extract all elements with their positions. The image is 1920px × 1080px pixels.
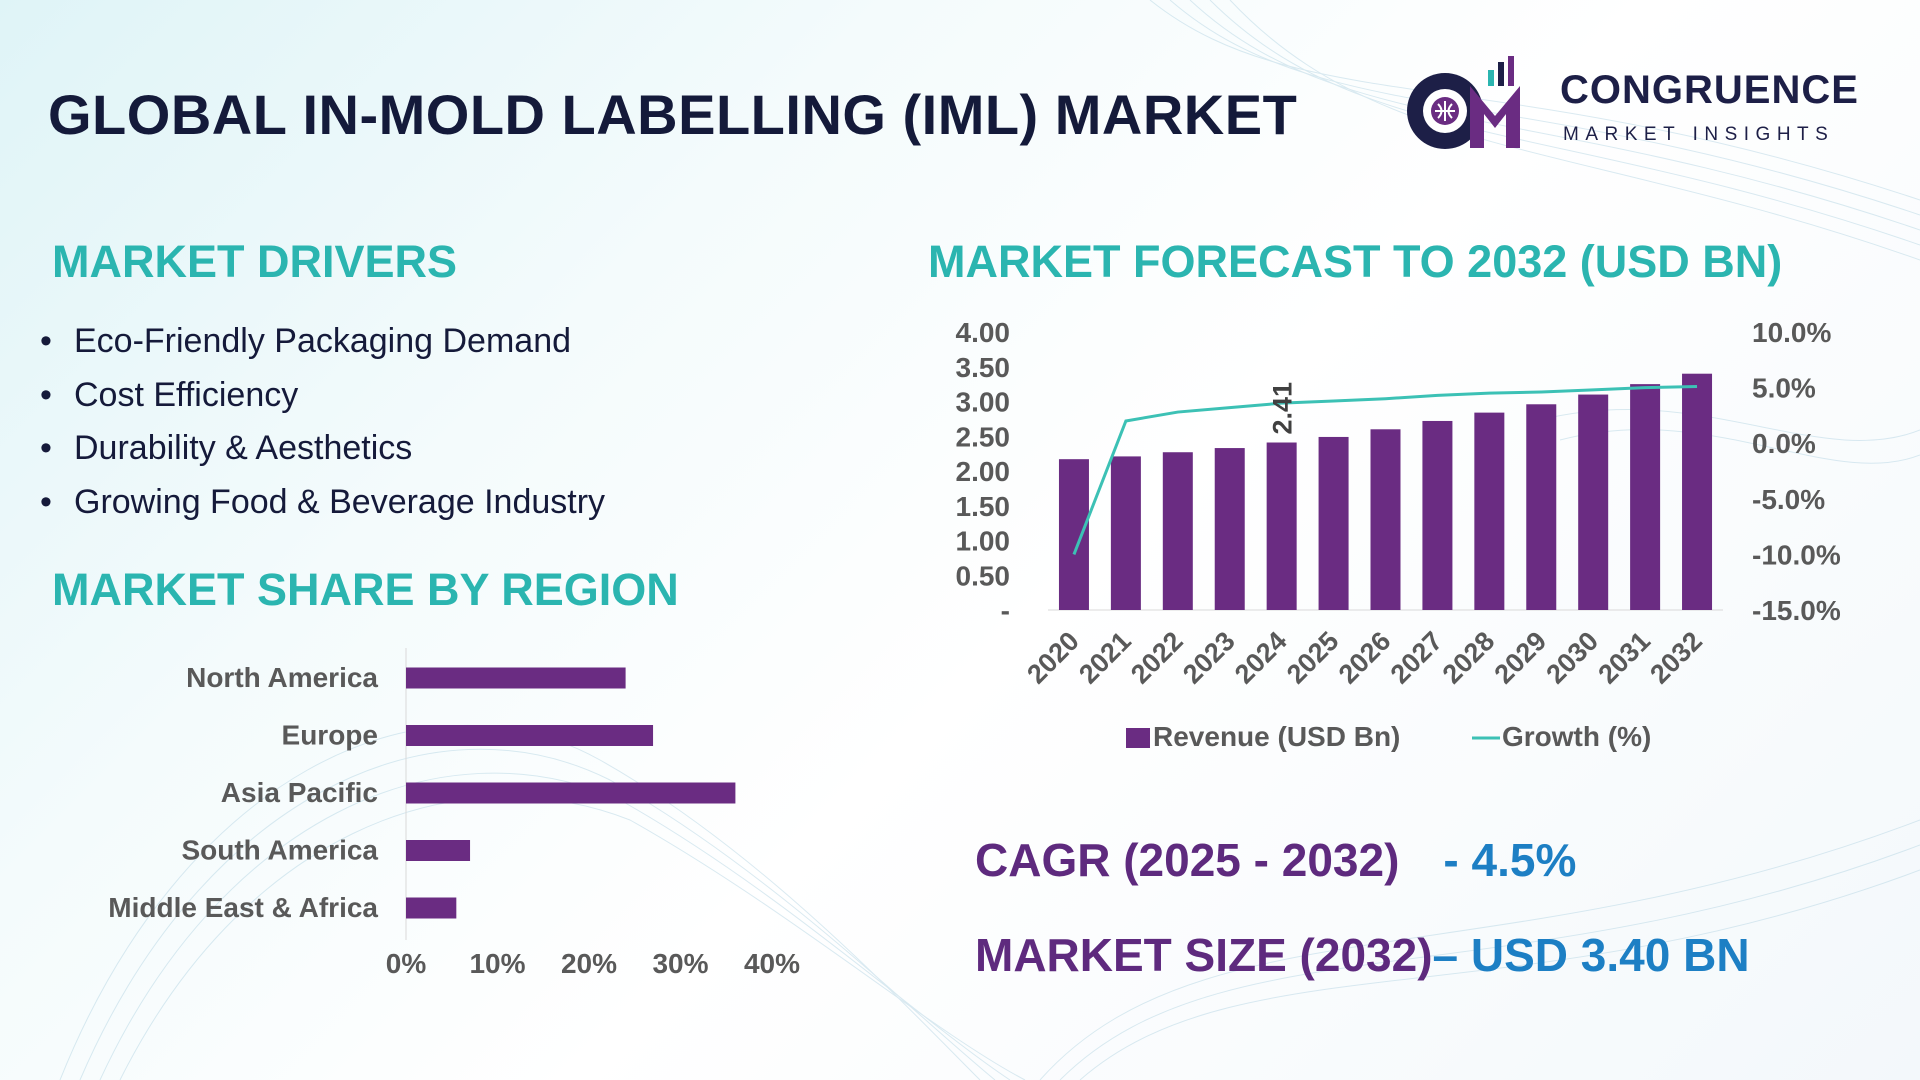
year-tick: 2031 (1592, 626, 1656, 690)
market-size-kpi: MARKET SIZE (2032)– USD 3.40 BN (975, 928, 1750, 982)
market-size-value: – USD 3.40 BN (1432, 929, 1750, 981)
year-tick: 2029 (1489, 626, 1553, 690)
left-y-tick: 0.50 (956, 560, 1011, 591)
region-label: Asia Pacific (221, 777, 378, 808)
year-tick: 2027 (1385, 626, 1449, 690)
logo-mark-icon (1407, 56, 1520, 149)
drivers-list: • Eco-Friendly Packaging Demand • Cost Eff… (40, 322, 605, 536)
revenue-bar (1578, 394, 1609, 610)
revenue-bar (1110, 456, 1141, 610)
right-y-tick: 0.0% (1752, 428, 1816, 459)
year-tick: 2025 (1281, 626, 1345, 690)
page-title: GLOBAL IN-MOLD LABELLING (IML) MARKET (48, 83, 1298, 146)
year-tick: 2030 (1540, 626, 1604, 690)
logo-name: CONGRUENCE (1560, 68, 1859, 112)
cagr-label: CAGR (2025 - 2032) (975, 834, 1400, 886)
region-label: Europe (282, 720, 378, 751)
left-y-tick: 2.00 (956, 456, 1011, 487)
driver-item: • Eco-Friendly Packaging Demand (40, 322, 572, 360)
revenue-bar (1318, 436, 1349, 610)
revenue-bar (1630, 384, 1661, 610)
market-drivers-heading: MARKET DRIVERS (52, 236, 458, 287)
right-y-tick: -5.0% (1752, 484, 1825, 515)
logo-tagline: MARKET INSIGHTS (1563, 124, 1835, 145)
region-share-heading: MARKET SHARE BY REGION (52, 564, 679, 615)
revenue-bar (1370, 429, 1401, 610)
right-y-tick: -15.0% (1752, 595, 1841, 626)
left-y-tick: 4.00 (956, 317, 1011, 348)
region-x-tick: 10% (469, 948, 525, 979)
region-share-chart: North America Europe Asia Pacific South Ame… (108, 648, 800, 979)
legend-revenue-label: Revenue (USD Bn) (1153, 721, 1400, 752)
region-x-tick: 0% (386, 948, 427, 979)
region-x-tick: 40% (744, 948, 800, 979)
left-y-tick: 1.50 (956, 491, 1011, 522)
region-bar (406, 897, 457, 919)
year-tick: 2024 (1229, 626, 1293, 690)
region-x-tick: 30% (652, 948, 708, 979)
legend-revenue-swatch (1126, 728, 1150, 748)
driver-item: • Durability & Aesthetics (40, 429, 413, 467)
year-tick: 2026 (1333, 626, 1397, 690)
cagr-kpi: CAGR (2025 - 2032) - 4.5% (975, 833, 1576, 887)
left-y-tick: 1.00 (956, 526, 1011, 557)
forecast-heading: MARKET FORECAST TO 2032 (USD BN) (928, 236, 1783, 287)
revenue-bar (1058, 459, 1089, 610)
region-label: North America (186, 662, 378, 693)
region-bar (406, 667, 626, 689)
year-tick: 2020 (1021, 626, 1085, 690)
right-y-tick: 5.0% (1752, 373, 1816, 404)
right-y-tick: -10.0% (1752, 539, 1841, 570)
region-bar (406, 782, 736, 804)
company-logo: CONGRUENCE MARKET INSIGHTS (1400, 56, 1870, 156)
left-y-tick: - (1001, 595, 1010, 626)
cagr-value: - 4.5% (1443, 834, 1577, 886)
revenue-bar (1474, 412, 1505, 610)
revenue-bar (1422, 420, 1453, 610)
driver-item: • Cost Efficiency (40, 375, 299, 414)
region-bar (406, 840, 471, 861)
year-tick: 2028 (1437, 626, 1501, 690)
region-label: South America (181, 835, 378, 866)
left-y-tick: 2.50 (956, 421, 1011, 452)
region-bar (406, 725, 654, 746)
year-tick: 2023 (1177, 626, 1241, 690)
forecast-chart: - 0.501.00 1.50 2.00 2.503.00 3.50 4.00 -15.0% -… (956, 317, 1841, 752)
right-y-tick: 10.0% (1752, 317, 1831, 348)
year-tick: 2022 (1125, 626, 1189, 690)
market-size-label: MARKET SIZE (2032) (975, 929, 1433, 981)
revenue-bar (1214, 448, 1245, 610)
driver-item: • Growing Food & Beverage Industry (40, 482, 606, 521)
region-label: Middle East & Africa (108, 892, 378, 923)
legend-growth-label: Growth (%) (1502, 721, 1651, 752)
region-x-tick: 20% (561, 948, 617, 979)
year-tick: 2021 (1073, 626, 1137, 690)
growth-line (1072, 384, 1698, 555)
revenue-bar (1162, 452, 1193, 610)
revenue-bar (1266, 442, 1297, 610)
bar-data-label: 2.41 (1268, 382, 1298, 435)
left-y-tick: 3.00 (956, 387, 1011, 418)
revenue-bar (1526, 404, 1557, 610)
revenue-bar (1682, 373, 1713, 610)
year-tick: 2032 (1644, 626, 1708, 690)
left-y-tick: 3.50 (956, 352, 1011, 383)
